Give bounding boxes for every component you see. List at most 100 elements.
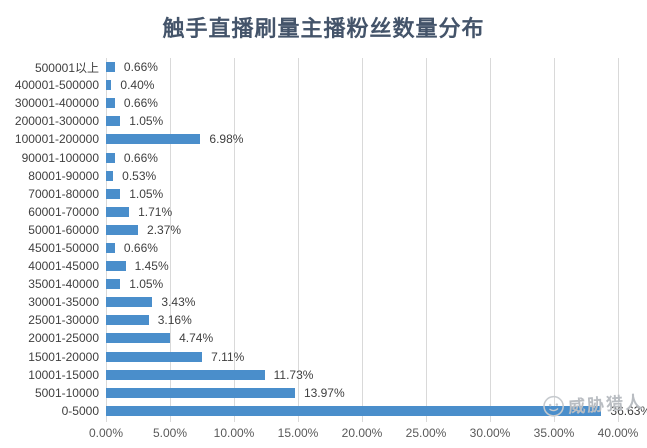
x-tick-label: 20.00% — [341, 426, 383, 440]
bar-track: 3.43% — [106, 293, 647, 311]
gridline — [554, 58, 555, 422]
bar-track: 6.98% — [106, 130, 647, 148]
category-label: 70001-80000 — [28, 186, 99, 201]
bar-track: 1.05% — [106, 112, 647, 130]
x-tick-label: 25.00% — [405, 426, 447, 440]
value-label: 2.37% — [147, 222, 182, 237]
bar-track: 0.40% — [106, 76, 647, 94]
bar — [106, 62, 115, 73]
watermark: 威胁猎人 — [541, 387, 645, 419]
gridline — [618, 58, 619, 422]
bar-track: 4.74% — [106, 329, 647, 347]
bar — [106, 206, 130, 217]
x-tick-label: 15.00% — [277, 426, 319, 440]
value-label: 3.16% — [157, 313, 192, 328]
x-tick-label: 5.00% — [152, 426, 188, 440]
gridline — [170, 58, 171, 422]
bar-row: 50001-60000 2.37% — [0, 221, 647, 239]
bar — [106, 387, 295, 398]
bar — [106, 80, 112, 91]
bar — [106, 116, 121, 127]
bar-track: 36.63% — [106, 402, 647, 420]
value-label: 0.66% — [123, 240, 158, 255]
bar-track: 2.37% — [106, 221, 647, 239]
bar-track: 1.05% — [106, 185, 647, 203]
bar-row: 10001-15000 11.73% — [0, 366, 647, 384]
bar-row: 30001-35000 3.43% — [0, 293, 647, 311]
chart-title: 触手直播刷量主播粉丝数量分布 — [162, 16, 485, 41]
category-label: 500001以上 — [34, 60, 99, 75]
category-label: 35001-40000 — [28, 277, 99, 292]
bar-track: 13.97% — [106, 384, 647, 402]
bar-row: 80001-90000 0.53% — [0, 167, 647, 185]
category-label: 45001-50000 — [28, 240, 99, 255]
value-label: 0.66% — [123, 150, 158, 165]
bar — [106, 333, 171, 344]
hunter-face-logo-icon — [543, 395, 564, 417]
category-label: 40001-45000 — [28, 259, 99, 274]
category-label: 200001-300000 — [14, 114, 99, 129]
bar-track: 3.16% — [106, 311, 647, 329]
value-label: 0.66% — [123, 60, 158, 75]
category-label: 25001-30000 — [28, 313, 99, 328]
value-label: 36.63% — [610, 403, 647, 418]
bar-track: 0.66% — [106, 94, 647, 112]
value-label: 3.43% — [161, 295, 196, 310]
category-label: 15001-20000 — [28, 349, 99, 364]
bar-row: 500001以上 0.66% — [0, 58, 647, 76]
bar-track: 0.53% — [106, 167, 647, 185]
bar-row: 90001-100000 0.66% — [0, 148, 647, 166]
bar-row: 300001-400000 0.66% — [0, 94, 647, 112]
bar-row: 15001-20000 7.11% — [0, 348, 647, 366]
value-label: 1.71% — [138, 204, 173, 219]
bar — [106, 297, 153, 308]
category-label: 50001-60000 — [28, 222, 99, 237]
bar — [106, 152, 115, 163]
bar-row: 25001-30000 3.16% — [0, 311, 647, 329]
category-label: 300001-400000 — [14, 96, 99, 111]
bar-rows: 500001以上 0.66% 400001-500000 0.40% 300001-40… — [0, 58, 647, 420]
bar — [106, 134, 201, 145]
bar-row: 60001-70000 1.71% — [0, 203, 647, 221]
category-label: 30001-35000 — [28, 295, 99, 310]
value-label: 0.66% — [123, 96, 158, 111]
bar — [106, 98, 115, 109]
bar-row: 70001-80000 1.05% — [0, 185, 647, 203]
bar-track: 11.73% — [106, 366, 647, 384]
bar-row: 400001-500000 0.40% — [0, 76, 647, 94]
bar — [106, 351, 203, 362]
gridline — [234, 58, 235, 422]
bar — [106, 188, 121, 199]
watermark-text: 威胁猎人 — [567, 392, 645, 417]
bar — [106, 224, 139, 235]
value-label: 13.97% — [303, 385, 345, 400]
bar-row: 20001-25000 4.74% — [0, 329, 647, 347]
value-label: 0.53% — [122, 168, 157, 183]
category-label: 5001-10000 — [34, 385, 99, 400]
category-label: 90001-100000 — [21, 150, 99, 165]
x-tick-label: 30.00% — [469, 426, 511, 440]
bar-row: 0-5000 36.63% — [0, 402, 647, 420]
bar — [106, 170, 114, 181]
category-label: 400001-500000 — [14, 78, 99, 93]
value-label: 1.05% — [129, 114, 164, 129]
x-tick-label: 35.00% — [533, 426, 575, 440]
bar-row: 200001-300000 1.05% — [0, 112, 647, 130]
bar-row: 100001-200000 6.98% — [0, 130, 647, 148]
x-tick-label: 10.00% — [213, 426, 255, 440]
bar-track: 7.11% — [106, 348, 647, 366]
gridline — [362, 58, 363, 422]
bar — [106, 279, 121, 290]
gridline — [490, 58, 491, 422]
category-label: 80001-90000 — [28, 168, 99, 183]
value-label: 1.05% — [129, 277, 164, 292]
gridline — [106, 58, 107, 422]
bar — [106, 242, 115, 253]
bar-track: 0.66% — [106, 58, 647, 76]
value-label: 0.40% — [120, 78, 155, 93]
bar-track: 1.45% — [106, 257, 647, 275]
bar — [106, 405, 602, 416]
bar-track: 1.05% — [106, 275, 647, 293]
bar-row: 5001-10000 13.97% — [0, 384, 647, 402]
bar-row: 40001-45000 1.45% — [0, 257, 647, 275]
